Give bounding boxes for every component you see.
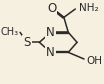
- Text: OH: OH: [87, 56, 103, 66]
- Text: NH₂: NH₂: [79, 3, 98, 13]
- Text: S: S: [23, 36, 31, 49]
- Text: N: N: [46, 26, 55, 39]
- Text: O: O: [47, 2, 56, 15]
- Text: CH₃: CH₃: [0, 27, 18, 37]
- Text: N: N: [46, 46, 55, 59]
